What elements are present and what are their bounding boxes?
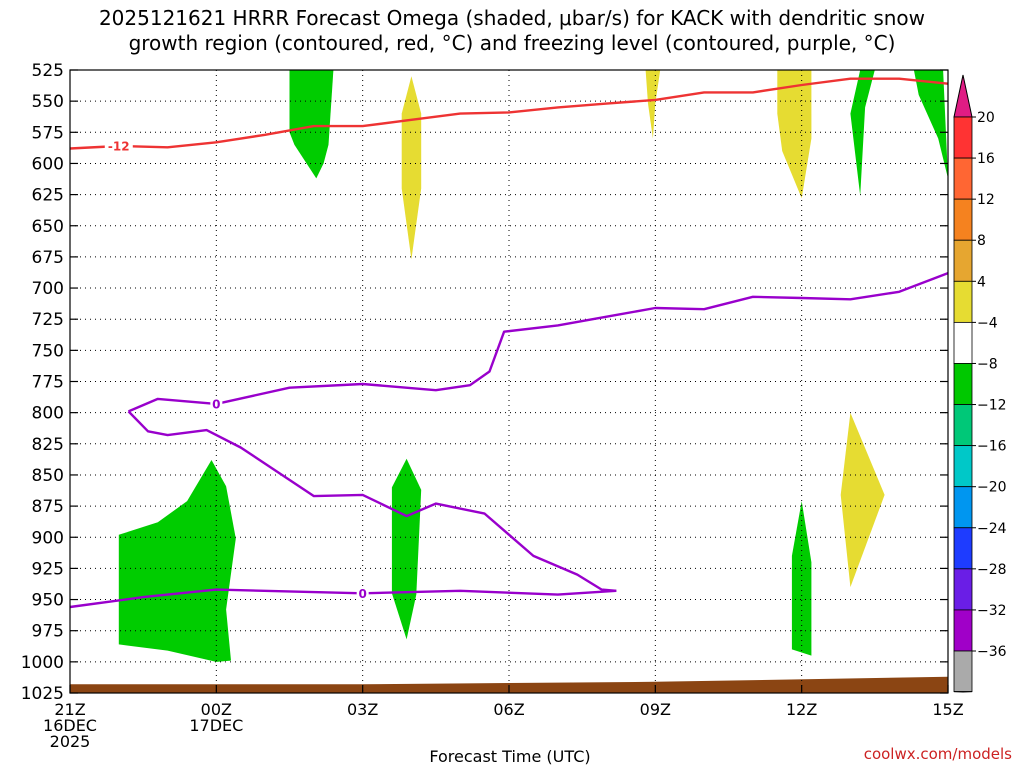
contour-label-2: 0 — [358, 587, 366, 601]
contour-line-1 — [128, 271, 949, 413]
y-tick-label-12: 825 — [32, 435, 64, 455]
colorbar-label-1: 16 — [977, 151, 995, 167]
colorbar-label-2: 12 — [977, 192, 995, 208]
colorbar-label-0: 20 — [977, 110, 995, 126]
colorbar-label-13: −36 — [977, 644, 1007, 660]
x-tick-label-6-0: 15Z — [932, 700, 963, 719]
colorbar-label-6: −8 — [977, 356, 998, 372]
x-tick-label-1-1: 17DEC — [189, 716, 243, 735]
omega-region-0 — [118, 460, 236, 662]
colorbar-swatch-13 — [953, 650, 973, 693]
y-tick-label-1: 550 — [32, 92, 64, 112]
y-tick-label-14: 875 — [32, 497, 64, 517]
colorbar-label-5: −4 — [977, 315, 998, 331]
omega-region-5 — [913, 70, 948, 179]
colorbar-label-3: 8 — [977, 233, 986, 249]
contour-line-0 — [69, 77, 949, 150]
y-tick-label-11: 800 — [32, 404, 64, 424]
omega-shaded-regions — [118, 70, 948, 662]
y-tick-label-7: 700 — [32, 279, 64, 299]
y-tick-label-16: 925 — [32, 559, 64, 579]
y-tick-label-5: 650 — [32, 217, 64, 237]
chart-title: 2025121621 HRRR Forecast Omega (shaded, … — [99, 6, 925, 55]
credit-text: coolwx.com/models — [864, 745, 1012, 763]
y-tick-label-4: 625 — [32, 186, 64, 206]
contour-line-2 — [127, 410, 617, 592]
colorbar-swatch-10 — [953, 527, 973, 570]
y-tick-label-17: 950 — [32, 591, 64, 611]
contour-label-1: 0 — [212, 397, 220, 411]
y-tick-label-15: 900 — [32, 528, 64, 548]
x-tick-label-0-1: 16DEC — [43, 716, 97, 735]
x-axis-label: Forecast Time (UTC) — [429, 747, 590, 766]
colorbar-label-10: −24 — [977, 521, 1007, 537]
omega-region-9 — [840, 412, 885, 588]
colorbar-swatch-3 — [953, 239, 973, 282]
y-tick-label-9: 750 — [32, 341, 64, 361]
contour-lines: -12 0 0 — [69, 77, 949, 609]
y-tick-label-13: 850 — [32, 466, 64, 486]
omega-region-7 — [645, 70, 661, 139]
x-tick-label-0-0: 21Z — [54, 700, 85, 719]
colorbar-swatch-11 — [953, 568, 973, 611]
x-tick-label-2-0: 03Z — [347, 700, 378, 719]
colorbar-label-4: 4 — [977, 274, 986, 290]
colorbar-swatch-4 — [953, 280, 973, 323]
colorbar-swatch-12 — [953, 609, 973, 652]
y-tick-label-19: 1000 — [21, 653, 64, 673]
colorbar-label-9: −20 — [977, 480, 1007, 496]
colorbar-label-8: −16 — [977, 439, 1007, 455]
colorbar-swatch-0 — [953, 116, 973, 159]
omega-region-8 — [777, 70, 812, 199]
chart-title-line-1: 2025121621 HRRR Forecast Omega (shaded, … — [99, 6, 925, 30]
y-tick-label-6: 675 — [32, 248, 64, 268]
colorbar-label-12: −32 — [977, 603, 1007, 619]
x-tick-label-1-0: 00Z — [201, 700, 232, 719]
omega-region-1 — [391, 458, 422, 640]
chart-title-line-2: growth region (contoured, red, °C) and f… — [129, 31, 896, 55]
surface-pressure-fill — [70, 676, 948, 693]
x-tick-label-3-0: 06Z — [493, 700, 524, 719]
y-tick-label-0: 525 — [32, 61, 64, 81]
contour-label-bg-1 — [210, 396, 223, 411]
colorbar-swatch-8 — [953, 445, 973, 488]
colorbar-label-7: −12 — [977, 398, 1007, 414]
y-tick-label-8: 725 — [32, 310, 64, 330]
y-tick-label-10: 775 — [32, 373, 64, 393]
y-tick-label-3: 600 — [32, 154, 64, 174]
x-tick-label-5-0: 12Z — [786, 700, 817, 719]
omega-region-4 — [850, 70, 875, 196]
colorbar-swatch-2 — [953, 198, 973, 241]
colorbar-swatch-9 — [953, 486, 973, 529]
x-tick-label-4-0: 09Z — [640, 700, 671, 719]
omega-region-3 — [289, 70, 334, 179]
omega-region-2 — [791, 501, 812, 656]
contour-label-bg-2 — [356, 586, 369, 601]
contour-label-bg-0 — [104, 139, 133, 154]
omega-region-6 — [401, 76, 422, 260]
colorbar-label-11: −28 — [977, 562, 1007, 578]
surface-pressure-layer — [70, 676, 948, 693]
y-axis-ticks: 525 550 575 600 625 650 675 700 725 750 775 800 825 8… — [21, 61, 948, 704]
colorbar-top-cap — [953, 74, 973, 118]
colorbar-swatch-6 — [953, 363, 973, 405]
omega-colorbar: 20 16 12 8 4 −4 −8 −12 −16 −20 −24 −28 −32 −36 — [953, 74, 1007, 693]
x-tick-label-0-2: 2025 — [50, 732, 91, 751]
y-tick-label-2: 575 — [32, 123, 64, 143]
y-tick-label-18: 975 — [32, 622, 64, 642]
y-tick-label-20: 1025 — [21, 684, 64, 704]
colorbar-swatch-5 — [953, 321, 973, 364]
contour-label-0: -12 — [108, 140, 130, 154]
colorbar-swatch-1 — [953, 157, 973, 200]
colorbar-swatch-7 — [953, 404, 973, 447]
